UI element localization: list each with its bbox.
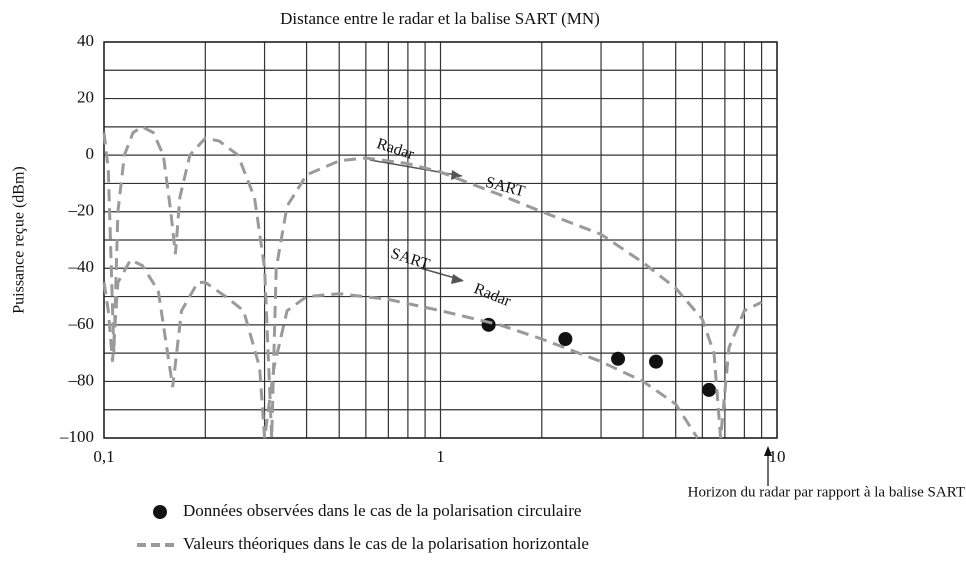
data-point (702, 382, 717, 397)
x-tick-label: 10 (769, 447, 786, 466)
arrow-head (451, 274, 464, 284)
legend-label: Valeurs théoriques dans le cas de la pol… (183, 534, 589, 553)
data-point (611, 351, 626, 366)
annotation: Horizon du radar par rapport à la balise… (688, 484, 965, 500)
theory-line (102, 125, 763, 439)
x-tick-label: 1 (436, 447, 445, 466)
y-tick-label: 20 (77, 87, 94, 106)
theory-line (102, 257, 699, 439)
y-tick-label: 0 (86, 144, 95, 163)
y-tick-label: –80 (68, 370, 95, 389)
x-tick-label: 0,1 (93, 447, 114, 466)
y-tick-label: –20 (68, 201, 95, 220)
legend-marker (153, 505, 167, 519)
plot-frame (103, 41, 778, 439)
y-axis-label: Puissance reçue (dBm) (11, 166, 28, 314)
data-point (558, 332, 573, 346)
data-point (649, 354, 664, 369)
chart-title: Distance entre le radar et la balise SAR… (280, 9, 600, 28)
y-tick-label: –60 (68, 314, 95, 333)
arrow-head (764, 446, 772, 456)
y-tick-label: 40 (77, 31, 94, 50)
y-tick-label: –100 (59, 427, 94, 446)
y-tick-label: –40 (68, 257, 95, 276)
arrow-head (451, 170, 462, 180)
legend-label: Données observées dans le cas de la pola… (183, 501, 581, 520)
